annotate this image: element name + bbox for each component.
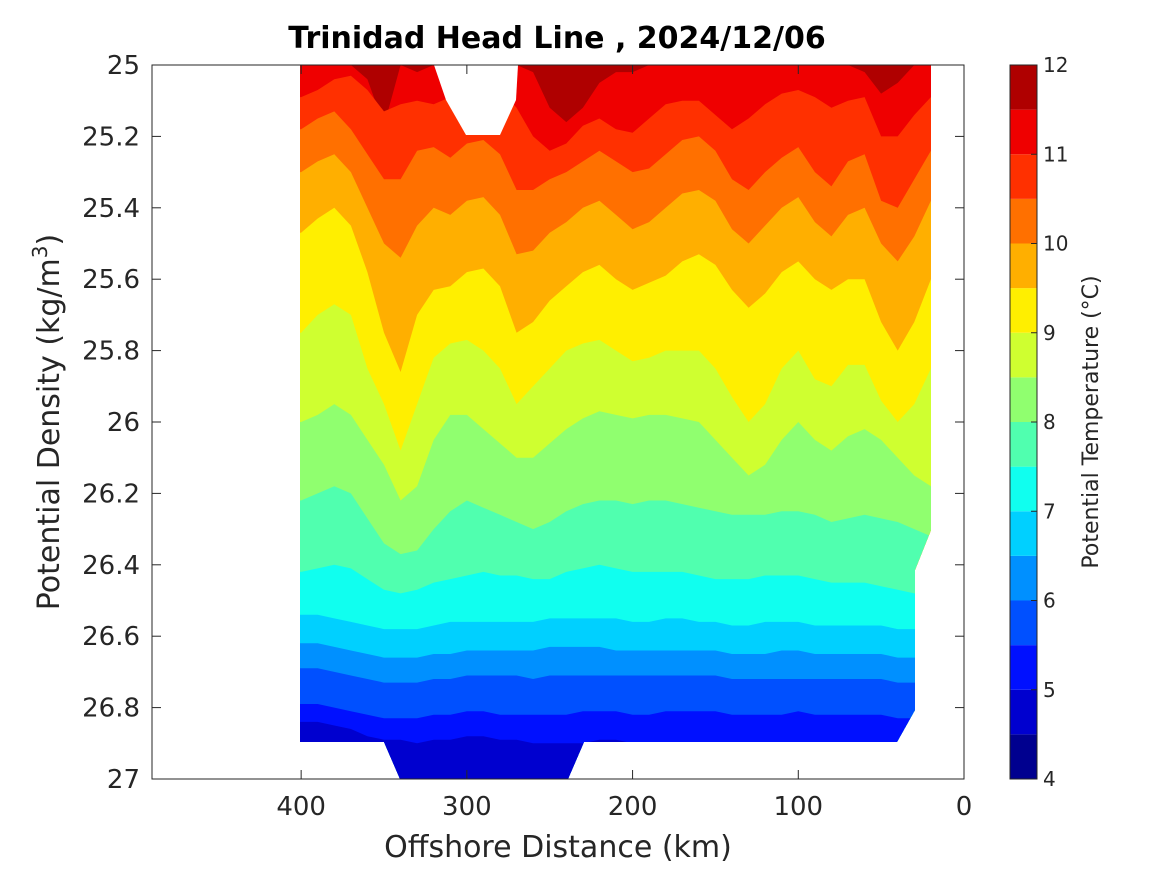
colorbar-tick-label: 12 xyxy=(1043,53,1068,77)
colorbar-swatch xyxy=(1010,154,1037,199)
y-tick-label: 26.8 xyxy=(82,694,140,724)
colorbar-swatch xyxy=(1010,734,1037,779)
colorbar-swatch xyxy=(1010,466,1037,512)
x-axis-ticks: 400 300 200 100 0 xyxy=(276,65,972,822)
colorbar-tick-label: 6 xyxy=(1043,589,1056,613)
colorbar-tick-label: 11 xyxy=(1043,142,1068,166)
y-tick-label: 26.4 xyxy=(82,551,140,581)
chart-title: Trinidad Head Line , 2024/12/06 xyxy=(288,21,825,56)
colorbar-label: Potential Temperature (°C) xyxy=(1079,275,1104,568)
y-axis-ticks: 25 25.2 25.4 25.6 25.8 26 26.2 26.4 26.6 26.8 27 xyxy=(82,51,964,795)
colorbar-swatch xyxy=(1010,511,1037,556)
colorbar-swatch xyxy=(1010,243,1037,289)
y-tick-label: 26.6 xyxy=(82,622,140,652)
colorbar-swatch xyxy=(1010,555,1037,601)
colorbar: 4 5 6 7 8 9 10 11 12 xyxy=(1009,53,1068,791)
colorbar-tick-label: 9 xyxy=(1043,321,1056,345)
colorbar-swatch xyxy=(1010,332,1037,378)
y-tick-label: 26 xyxy=(107,408,140,438)
colorbar-tick-label: 4 xyxy=(1043,767,1056,791)
colorbar-swatch xyxy=(1010,689,1037,735)
contour-fill-layer xyxy=(300,65,931,779)
y-tick-label: 26.2 xyxy=(82,479,140,509)
y-tick-label: 25.2 xyxy=(82,122,140,152)
colorbar-swatch xyxy=(1010,198,1037,244)
y-tick-label: 25.8 xyxy=(82,337,140,367)
colorbar-tick-label: 8 xyxy=(1043,410,1056,434)
missing-data-gap xyxy=(434,65,518,135)
colorbar-tick-label: 10 xyxy=(1043,232,1068,256)
y-tick-label: 25.6 xyxy=(82,265,140,295)
y-axis-label-main: Potential Density (kg/m xyxy=(32,258,67,610)
colorbar-swatch xyxy=(1010,288,1037,333)
y-axis-label: Potential Density (kg/m3) xyxy=(28,234,67,610)
y-tick-label: 25.4 xyxy=(82,194,140,224)
y-axis-label-superscript: 3 xyxy=(28,245,52,258)
y-axis-label-close: ) xyxy=(32,234,67,246)
x-tick-label: 200 xyxy=(608,792,658,822)
colorbar-swatch xyxy=(1010,645,1037,690)
x-tick-label: 300 xyxy=(442,792,492,822)
colorbar-swatch xyxy=(1010,422,1037,467)
y-tick-label: 27 xyxy=(107,765,140,795)
x-tick-label: 100 xyxy=(773,792,823,822)
x-tick-label: 0 xyxy=(956,792,973,822)
x-axis-label: Offshore Distance (km) xyxy=(384,830,732,865)
x-tick-label: 400 xyxy=(276,792,326,822)
colorbar-swatch xyxy=(1010,65,1037,110)
colorbar-tick-label: 5 xyxy=(1043,678,1056,702)
colorbar-swatch xyxy=(1010,600,1037,646)
colorbar-swatch xyxy=(1010,109,1037,155)
colorbar-swatch xyxy=(1010,377,1037,422)
y-tick-label: 25 xyxy=(107,51,140,81)
colorbar-tick-label: 7 xyxy=(1043,499,1056,523)
